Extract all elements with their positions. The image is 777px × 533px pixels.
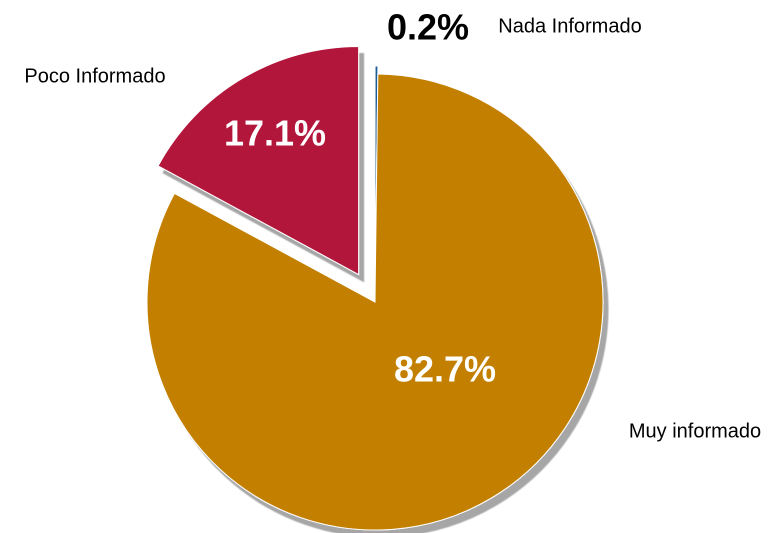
pie-slice: [157, 46, 360, 276]
pie-slice: [146, 73, 604, 531]
value-label: 82.7%: [394, 349, 496, 390]
value-label: 0.2%: [387, 7, 469, 48]
pie: [146, 46, 604, 531]
labels: 0.2% Nada Informado 82.7% Muy informado 17.1…: [24, 7, 761, 443]
category-label: Nada Informado: [498, 15, 641, 37]
category-label: Poco Informado: [24, 65, 165, 87]
value-label: 17.1%: [224, 113, 326, 154]
category-label: Muy informado: [629, 420, 761, 442]
